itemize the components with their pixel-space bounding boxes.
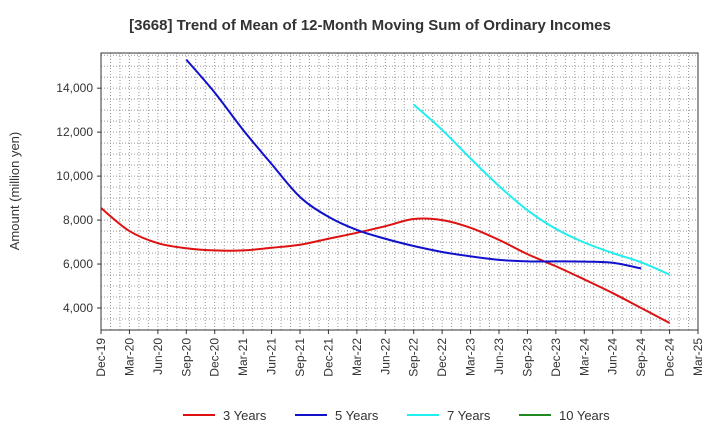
series-line-3-years <box>100 207 671 324</box>
grid <box>101 53 698 331</box>
x-tick-label: Dec-22 <box>435 338 449 377</box>
series-lines <box>100 58 671 324</box>
x-tick-label: Dec-23 <box>549 338 563 377</box>
x-tick-label: Mar-23 <box>464 338 478 376</box>
legend-label-10-years: 10 Years <box>559 408 610 423</box>
x-tick-label: Sep-23 <box>520 338 534 377</box>
plot-area <box>101 53 698 330</box>
y-axis-label: Amount (million yen) <box>7 132 22 251</box>
y-tick-label: 8,000 <box>63 213 93 227</box>
x-tick-label: Mar-24 <box>577 338 591 376</box>
x-tick-label: Dec-21 <box>321 338 335 377</box>
y-tick-label: 4,000 <box>63 301 93 315</box>
legend-label-3-years: 3 Years <box>223 408 267 423</box>
y-tick-label: 10,000 <box>56 169 93 183</box>
x-tick-label: Mar-25 <box>691 338 705 376</box>
x-tick-label: Mar-20 <box>122 338 136 376</box>
x-tick-label: Jun-21 <box>265 338 279 375</box>
legend-label-7-years: 7 Years <box>447 408 491 423</box>
x-tick-label: Dec-19 <box>94 338 108 377</box>
series-line-7-years <box>413 103 670 276</box>
x-tick-label: Jun-23 <box>492 338 506 375</box>
x-tick-label: Sep-22 <box>407 338 421 377</box>
legend-label-5-years: 5 Years <box>335 408 379 423</box>
plot-frame <box>100 52 699 331</box>
x-tick-label: Dec-24 <box>663 338 677 377</box>
x-tick-label: Jun-22 <box>378 338 392 375</box>
x-tick-label: Jun-20 <box>151 338 165 375</box>
x-tick-label: Sep-24 <box>634 338 648 377</box>
series-line-5-years <box>185 58 642 270</box>
y-tick-label: 12,000 <box>56 125 93 139</box>
x-tick-label: Mar-22 <box>350 338 364 376</box>
x-tick-label: Mar-21 <box>236 338 250 376</box>
chart-title: [3668] Trend of Mean of 12-Month Moving … <box>129 17 611 34</box>
legend: 3 Years 5 Years 7 Years 10 Years <box>183 408 610 423</box>
x-tick-label: Sep-20 <box>179 338 193 377</box>
y-tick-label: 6,000 <box>63 257 93 271</box>
x-tick-label: Dec-20 <box>208 338 222 377</box>
tick-labels: 4,000 6,000 8,000 10,000 12,000 14,000 Dec-19 M… <box>56 81 705 377</box>
y-tick-label: 14,000 <box>56 81 93 95</box>
x-tick-label: Sep-21 <box>293 338 307 377</box>
x-tick-label: Jun-24 <box>606 338 620 375</box>
